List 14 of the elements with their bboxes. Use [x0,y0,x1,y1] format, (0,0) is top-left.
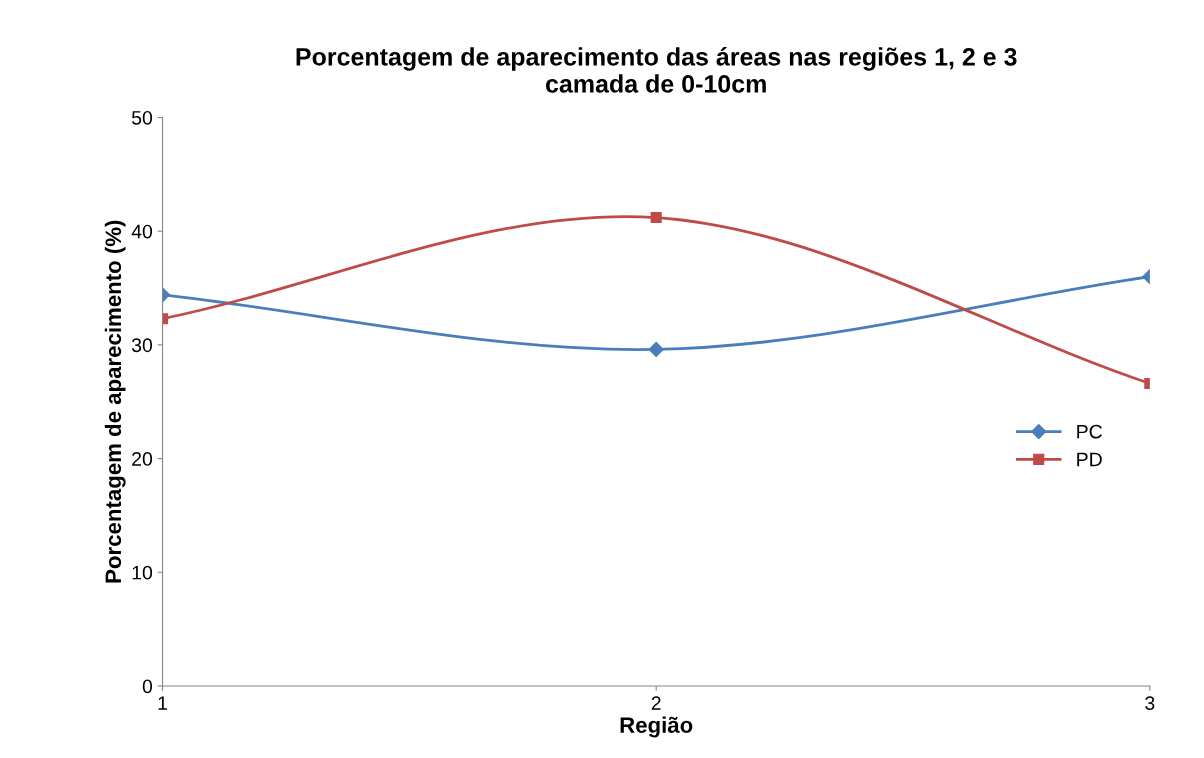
chart-title: Porcentagem de aparecimento das áreas nas regiões 1, 2 e 3 camada de 0-10cm [296,47,1017,93]
y-axis-title: Porcentagem de aparecimento (%) [104,220,126,583]
y-tick-label: 40 [131,224,153,239]
x-tick-label: 1 [158,696,167,710]
x-axis-title: Região [620,716,693,738]
y-tick-label: 20 [132,452,153,466]
y-tick-label: 30 [131,338,153,353]
x-tick-label: 3 [1145,696,1155,710]
x-tick-label: 2 [651,696,661,710]
y-tick-label: 0 [142,679,153,694]
legend-label: PC [1077,424,1102,439]
legend-label: PD [1077,452,1102,467]
y-tick-label: 50 [131,110,153,125]
y-tick-label: 10 [132,565,153,580]
